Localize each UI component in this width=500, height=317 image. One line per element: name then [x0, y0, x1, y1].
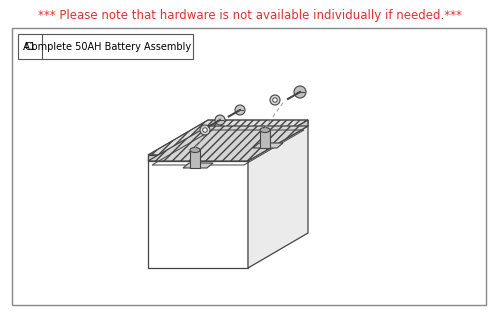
Polygon shape: [148, 155, 248, 161]
Ellipse shape: [190, 147, 200, 152]
Bar: [190, 150, 200, 168]
Text: A1: A1: [23, 42, 37, 51]
Circle shape: [270, 95, 280, 105]
Circle shape: [273, 98, 277, 102]
Text: *** Please note that hardware is not available individually if needed.***: *** Please note that hardware is not ava…: [38, 10, 462, 23]
Circle shape: [294, 86, 306, 98]
Polygon shape: [248, 120, 308, 161]
Polygon shape: [148, 155, 248, 268]
Circle shape: [200, 125, 210, 135]
Polygon shape: [148, 120, 308, 155]
Polygon shape: [253, 143, 283, 148]
Circle shape: [203, 128, 207, 132]
Polygon shape: [148, 126, 308, 161]
Circle shape: [215, 115, 225, 125]
Circle shape: [235, 105, 245, 115]
Bar: [260, 130, 270, 148]
Polygon shape: [248, 120, 308, 268]
Ellipse shape: [260, 127, 270, 133]
Bar: [18, 34, 193, 59]
Bar: [12, 28, 486, 305]
Polygon shape: [183, 163, 213, 168]
Text: Complete 50AH Battery Assembly: Complete 50AH Battery Assembly: [25, 42, 191, 51]
